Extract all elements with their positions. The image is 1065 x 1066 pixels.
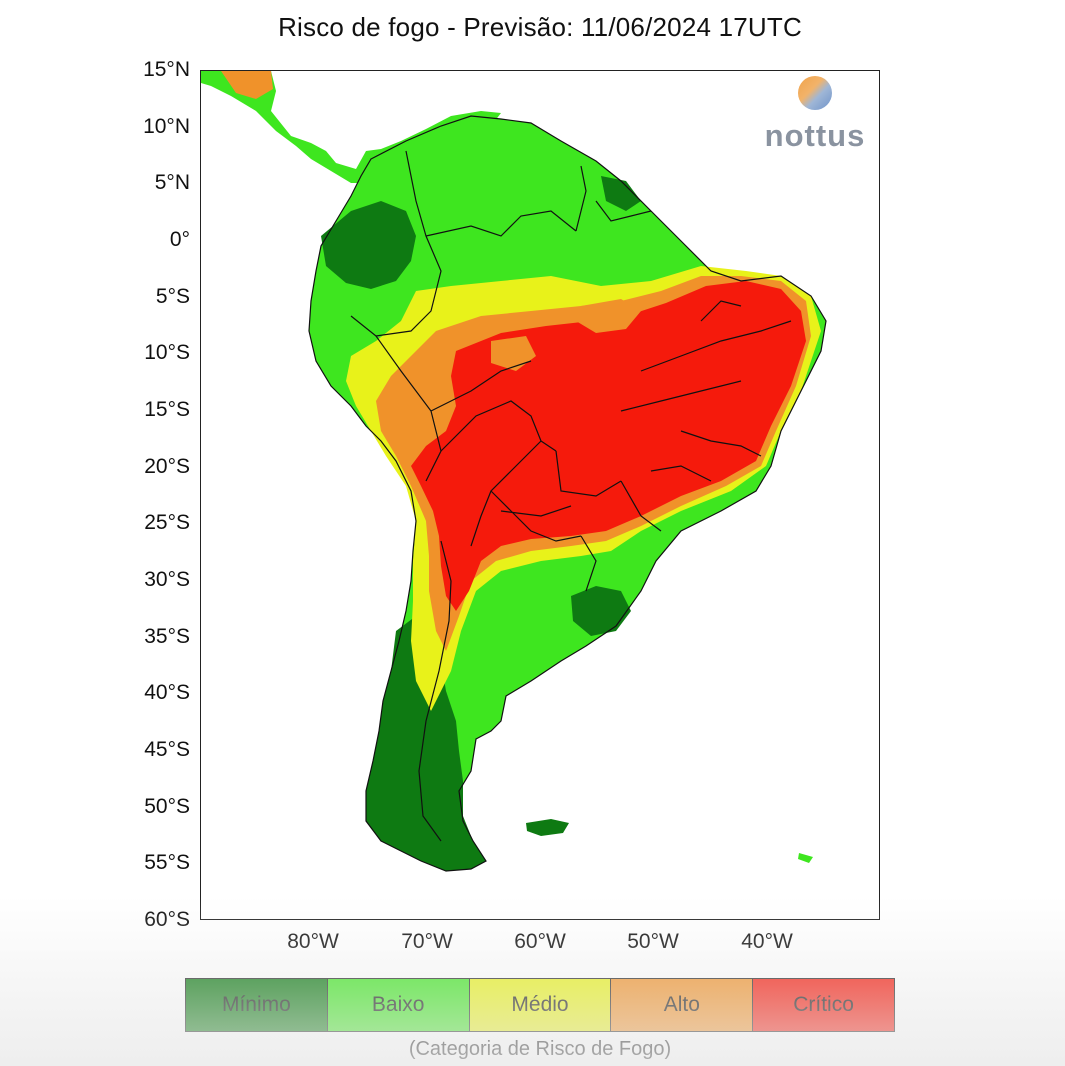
alto-interior-patch-2 (491, 336, 536, 371)
caribbean-orange-patch (221, 71, 273, 99)
map-title: Risco de fogo - Previsão: 11/06/2024 17U… (278, 12, 802, 42)
lat-label: 5°S (155, 284, 190, 308)
legend-baixo: Baixo (327, 979, 470, 1031)
lat-label: 20°S (144, 454, 190, 478)
lat-label: 10°N (143, 114, 190, 138)
lat-label: 55°S (144, 851, 190, 875)
lat-label: 25°S (144, 511, 190, 535)
minimo-zone-guiana (601, 176, 641, 211)
lat-label: 15°N (143, 58, 190, 81)
legend-caption: (Categoria de Risco de Fogo) (408, 1038, 672, 1060)
lon-label: 60°W (514, 930, 566, 953)
logo-circle-icon (798, 76, 832, 110)
alto-interior-patch (576, 299, 641, 333)
legend-alto: Alto (611, 979, 754, 1031)
lat-label: 5°N (154, 171, 190, 195)
lat-label: 10°S (144, 341, 190, 365)
minimo-zone-uruguay (571, 586, 631, 636)
legend-critico: Crítico (753, 979, 894, 1031)
fire-risk-map (200, 70, 880, 920)
south-america-map-svg (201, 71, 827, 872)
legend-medio: Médio (469, 979, 612, 1031)
lat-label: 0° (169, 228, 190, 251)
south-georgia (798, 853, 813, 863)
lon-label: 80°W (287, 930, 339, 953)
lon-label: 40°W (741, 930, 793, 953)
logo-text: nottus (764, 118, 866, 153)
lon-label: 50°W (627, 930, 679, 953)
minimo-zone-south (366, 616, 486, 871)
lon-label: 70°W (401, 930, 453, 953)
lat-label: 50°S (144, 794, 190, 818)
lat-label: 30°S (144, 568, 190, 591)
country-borders (308, 115, 827, 872)
lat-label: 60°S (144, 908, 190, 931)
lat-label: 35°S (144, 624, 190, 648)
lat-label: 15°S (144, 398, 190, 421)
risk-legend: Mínimo Baixo Médio Alto Crítico (185, 978, 895, 1032)
falkland-islands (526, 819, 569, 836)
lat-label: 40°S (144, 681, 190, 705)
legend-minimo: Mínimo (186, 979, 328, 1031)
minimo-zone-north (321, 201, 416, 289)
nottus-logo: nottus (755, 76, 875, 156)
lat-label: 45°S (144, 738, 190, 761)
